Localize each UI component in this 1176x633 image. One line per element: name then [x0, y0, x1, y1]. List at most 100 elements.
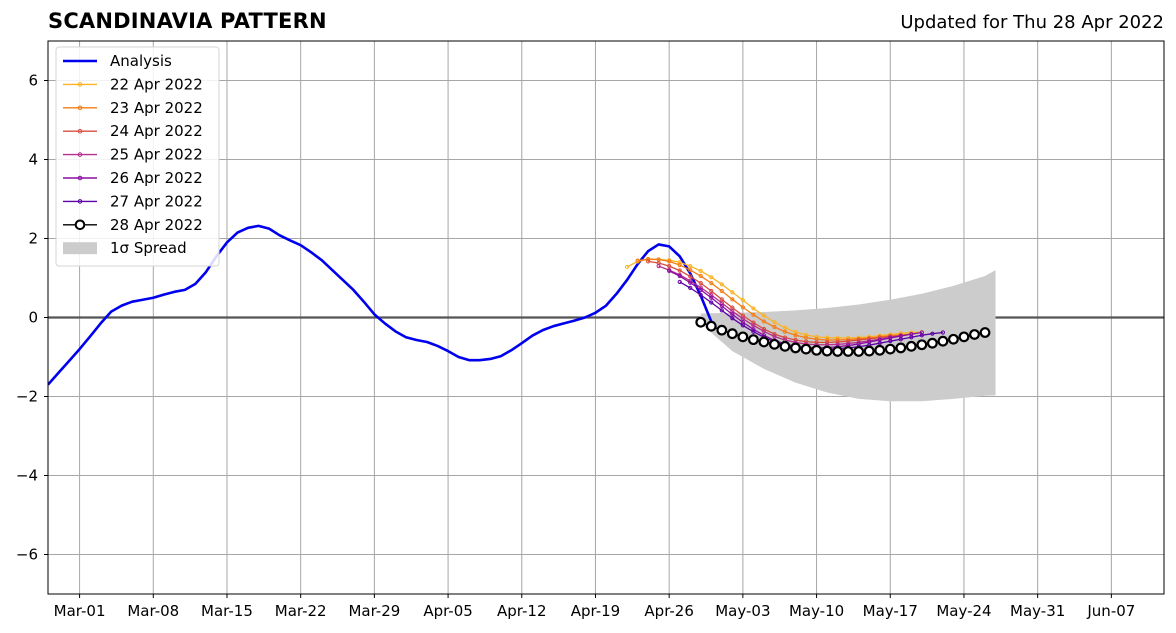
x-tick-label: May-31	[1010, 602, 1065, 620]
forecast-point	[646, 256, 651, 262]
forecast-point	[793, 333, 798, 338]
forecast-point	[667, 268, 672, 273]
forecast-point	[688, 268, 693, 273]
legend-marker	[77, 175, 83, 181]
x-tick-label: May-03	[715, 602, 770, 620]
forecast-point	[761, 319, 767, 324]
forecast-point	[958, 331, 970, 343]
analysis-line	[48, 224, 713, 386]
legend-box	[55, 46, 220, 267]
forecast-point	[824, 335, 830, 340]
forecast-point	[698, 292, 703, 298]
forecast-point	[769, 338, 780, 350]
forecast-point	[646, 259, 651, 264]
forecast-point	[709, 281, 714, 286]
forecast-point	[790, 342, 801, 354]
forecast-point	[856, 337, 861, 343]
forecast-point	[740, 298, 745, 303]
legend-marker	[77, 128, 83, 134]
forecast-point	[846, 339, 851, 344]
forecast-point	[688, 274, 693, 279]
forecast-point	[779, 340, 791, 352]
x-tick-label: Apr-12	[497, 602, 547, 620]
forecast-point	[930, 331, 935, 336]
legend-label: 25 Apr 2022	[110, 146, 203, 164]
forecast-point	[772, 324, 777, 330]
forecast-point	[811, 344, 822, 356]
legend-label: 1σ Spread	[110, 239, 187, 257]
legend-label: 28 Apr 2022	[110, 216, 203, 234]
forecast-point	[677, 268, 682, 273]
forecast-point	[740, 323, 745, 328]
x-tick-label: Mar-29	[348, 602, 400, 620]
forecast-point	[821, 345, 833, 357]
forecast-point	[842, 346, 854, 357]
forecast-point	[695, 316, 707, 328]
y-tick-label: −4	[16, 467, 38, 485]
forecast-point	[835, 342, 840, 347]
forecast-point	[782, 325, 788, 330]
forecast-point	[853, 346, 865, 357]
forecast-point	[751, 312, 756, 317]
forecast-point	[909, 335, 914, 340]
forecast-point	[705, 320, 717, 332]
x-tick-label: Mar-08	[127, 602, 179, 620]
forecast-point	[937, 335, 949, 347]
x-tick-label: May-24	[936, 602, 991, 620]
legend-label: 26 Apr 2022	[110, 169, 203, 187]
legend-label: 27 Apr 2022	[110, 192, 203, 210]
legend: Analysis 22 Apr 2022 23 Apr 2022 24 Apr 202…	[55, 46, 220, 267]
forecast-point	[709, 288, 714, 294]
forecast-point	[803, 335, 809, 340]
forecast-point	[677, 262, 682, 268]
legend-marker	[77, 152, 83, 157]
forecast-point	[709, 295, 714, 300]
legend-marker	[77, 105, 83, 111]
forecast-point	[635, 258, 640, 263]
forecast-line	[626, 258, 922, 339]
forecast-point	[730, 297, 735, 302]
forecast-point	[751, 306, 756, 311]
forecast-point	[940, 330, 946, 335]
forecast-line	[637, 258, 912, 341]
x-tick-label: Mar-22	[275, 602, 327, 620]
legend-marker	[77, 199, 83, 204]
forecast-point	[884, 343, 896, 355]
forecast-point	[719, 288, 724, 294]
forecast-point	[698, 287, 703, 292]
forecast-point	[835, 339, 840, 345]
forecast-point	[824, 340, 830, 345]
forecast-point	[698, 273, 703, 279]
y-tick-label: 4	[28, 151, 38, 169]
forecast-point	[730, 312, 735, 317]
forecast-point	[888, 339, 893, 344]
y-tick-label: −6	[16, 546, 38, 564]
y-tick-label: −2	[16, 388, 38, 406]
x-tick-label: Jun-07	[1086, 602, 1135, 620]
forecast-point	[758, 336, 770, 348]
x-tick-label: May-17	[863, 602, 918, 620]
forecast-point	[863, 345, 875, 357]
forecast-point	[761, 329, 767, 334]
forecast-point	[772, 331, 777, 337]
forecast-point	[803, 339, 809, 344]
forecast-point	[782, 335, 788, 340]
forecast-point	[719, 303, 724, 309]
forecast-point	[747, 334, 759, 346]
forecast-line	[648, 260, 901, 344]
y-tick-label: 6	[28, 72, 38, 90]
y-tick-label: 0	[28, 309, 38, 327]
forecast-point	[782, 329, 788, 334]
legend-label: 22 Apr 2022	[110, 75, 203, 93]
forecast-point	[719, 282, 724, 287]
legend-swatch	[63, 242, 97, 255]
forecast-point	[688, 285, 693, 290]
x-tick-label: Apr-05	[423, 602, 473, 620]
forecast-point	[740, 305, 745, 310]
forecast-point	[814, 340, 819, 345]
spread-band	[700, 270, 996, 402]
legend-label: 24 Apr 2022	[110, 122, 203, 140]
plot-area	[48, 41, 1164, 594]
forecast-point	[948, 333, 959, 345]
